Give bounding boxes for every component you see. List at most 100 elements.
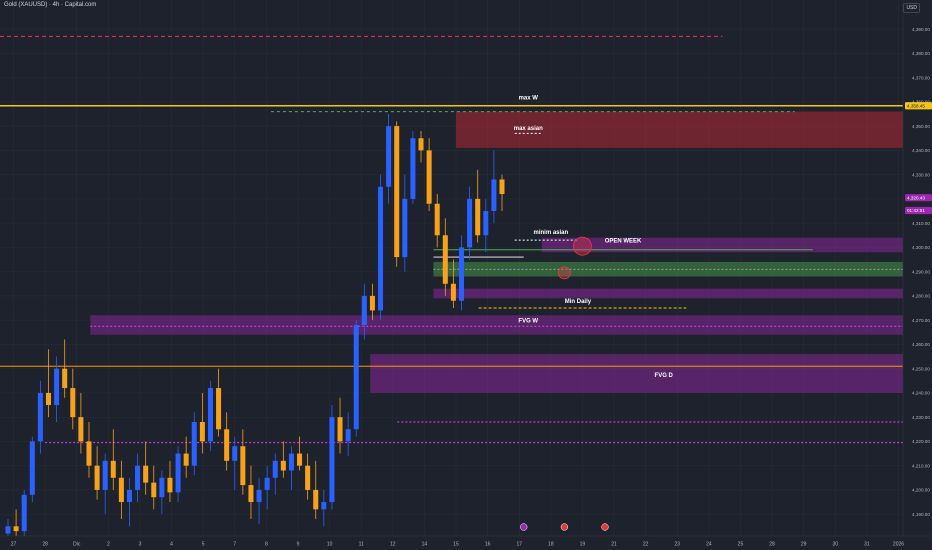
candle-body[interactable]: [426, 150, 432, 204]
candle-body[interactable]: [207, 388, 213, 442]
candle-body[interactable]: [450, 283, 456, 301]
event-icon[interactable]: [520, 523, 528, 531]
candle-body[interactable]: [78, 417, 84, 442]
price-zone: [90, 315, 904, 335]
candle-body[interactable]: [70, 388, 76, 418]
candle-body[interactable]: [94, 465, 100, 490]
candle-body[interactable]: [191, 422, 197, 466]
candle-body[interactable]: [361, 295, 367, 325]
time-axis-background: [0, 536, 932, 550]
candle-body[interactable]: [167, 477, 173, 493]
candle-body[interactable]: [313, 489, 319, 510]
time-tick-label: 28: [769, 542, 775, 548]
candle-body[interactable]: [240, 446, 246, 486]
time-axis[interactable]: 27 28 Dic 2 3 4 5 7 8 9 10 11 12 14 15 16 17 18 19 21 22 23 24…: [0, 535, 932, 550]
candle-body[interactable]: [297, 453, 303, 466]
price-tick-label: 4,210.00: [912, 463, 930, 468]
candle-body[interactable]: [467, 198, 473, 248]
candle-body[interactable]: [232, 446, 238, 461]
candle-body[interactable]: [264, 477, 270, 490]
candle-body[interactable]: [288, 453, 294, 471]
candle-body[interactable]: [329, 417, 335, 503]
candle-body[interactable]: [475, 198, 481, 236]
candle-body[interactable]: [410, 138, 416, 199]
candle-body[interactable]: [62, 368, 68, 389]
candle-body[interactable]: [394, 126, 400, 258]
candle-body[interactable]: [442, 235, 448, 284]
event-icon[interactable]: [560, 523, 569, 531]
candle-body[interactable]: [499, 179, 505, 195]
candle-body[interactable]: [183, 453, 189, 466]
candle-body[interactable]: [29, 441, 35, 495]
time-tick-label: 31: [864, 542, 870, 548]
candle-body[interactable]: [5, 526, 11, 534]
price-axis[interactable]: 4,390.004,380.004,370.004,360.004,350.00…: [902, 0, 932, 550]
candle-body[interactable]: [21, 494, 27, 532]
candle-body[interactable]: [151, 482, 157, 498]
candle-body[interactable]: [458, 247, 465, 301]
candle-body[interactable]: [280, 460, 286, 471]
candle-body[interactable]: [345, 429, 351, 442]
candle-body[interactable]: [199, 422, 205, 442]
price-zone: [433, 288, 903, 299]
candle-body[interactable]: [402, 198, 408, 258]
price-markers-layer: 4,358.45 4,320.43 01:42:51: [905, 102, 932, 215]
candle-body[interactable]: [353, 324, 359, 430]
price-zone: [541, 237, 903, 253]
candle-body[interactable]: [321, 502, 327, 510]
price-marker-label: 4,358.45: [907, 103, 925, 108]
candle-body[interactable]: [135, 465, 141, 490]
price-tick-label: 4,390.00: [912, 27, 930, 32]
chart-annotation: FVG W: [518, 319, 538, 325]
candle-body[interactable]: [118, 477, 124, 503]
candle-body[interactable]: [159, 477, 165, 498]
candle-body[interactable]: [13, 526, 19, 532]
candle-body[interactable]: [216, 388, 222, 430]
price-zone: [456, 111, 903, 148]
candle-body[interactable]: [305, 465, 311, 490]
candle-body[interactable]: [248, 485, 254, 503]
price-tick-label: 4,250.00: [912, 366, 930, 371]
candle-body[interactable]: [143, 465, 149, 483]
candle-body[interactable]: [491, 179, 497, 212]
time-tick-label: 18: [548, 542, 554, 548]
time-tick-label: 7: [233, 542, 236, 548]
candle-body[interactable]: [224, 429, 230, 461]
price-marker-badge: [905, 102, 932, 110]
candle-body[interactable]: [86, 441, 92, 466]
event-icon[interactable]: [601, 523, 609, 531]
price-tick-label: 4,290.00: [912, 269, 930, 274]
candle-body[interactable]: [378, 186, 384, 311]
time-tick-label: 2026: [893, 542, 904, 548]
candle-body[interactable]: [175, 453, 181, 493]
candle-body[interactable]: [256, 489, 262, 503]
candle-body[interactable]: [110, 460, 116, 478]
time-tick-label: 5: [202, 542, 205, 548]
candles-layer[interactable]: [5, 113, 505, 544]
chart-annotation: OPEN WEEK: [605, 239, 642, 245]
candle-body[interactable]: [337, 417, 343, 442]
currency-badge[interactable]: USD: [903, 3, 920, 13]
candle-body[interactable]: [369, 295, 375, 311]
candle-body[interactable]: [102, 460, 108, 490]
candle-body[interactable]: [483, 211, 489, 236]
candle-body[interactable]: [418, 138, 424, 151]
price-tick-label: 4,280.00: [912, 294, 930, 299]
highlight-circle: [573, 236, 592, 256]
candle-body[interactable]: [37, 392, 43, 442]
candle-body[interactable]: [45, 392, 52, 406]
candle-body[interactable]: [386, 126, 392, 187]
price-tick-label: 4,270.00: [912, 318, 930, 323]
circles-layer: [557, 236, 592, 280]
candle-body[interactable]: [434, 203, 440, 236]
event-icons-layer[interactable]: [520, 523, 609, 531]
candle-body[interactable]: [54, 368, 60, 406]
price-tick-label: 4,350.00: [912, 124, 930, 129]
candle-body[interactable]: [126, 489, 132, 503]
candle-body[interactable]: [272, 460, 278, 478]
chart-annotation: FVG D: [655, 373, 674, 379]
highlight-circle: [557, 266, 571, 280]
price-zone: [433, 261, 903, 277]
time-tick-label: 22: [643, 542, 649, 548]
